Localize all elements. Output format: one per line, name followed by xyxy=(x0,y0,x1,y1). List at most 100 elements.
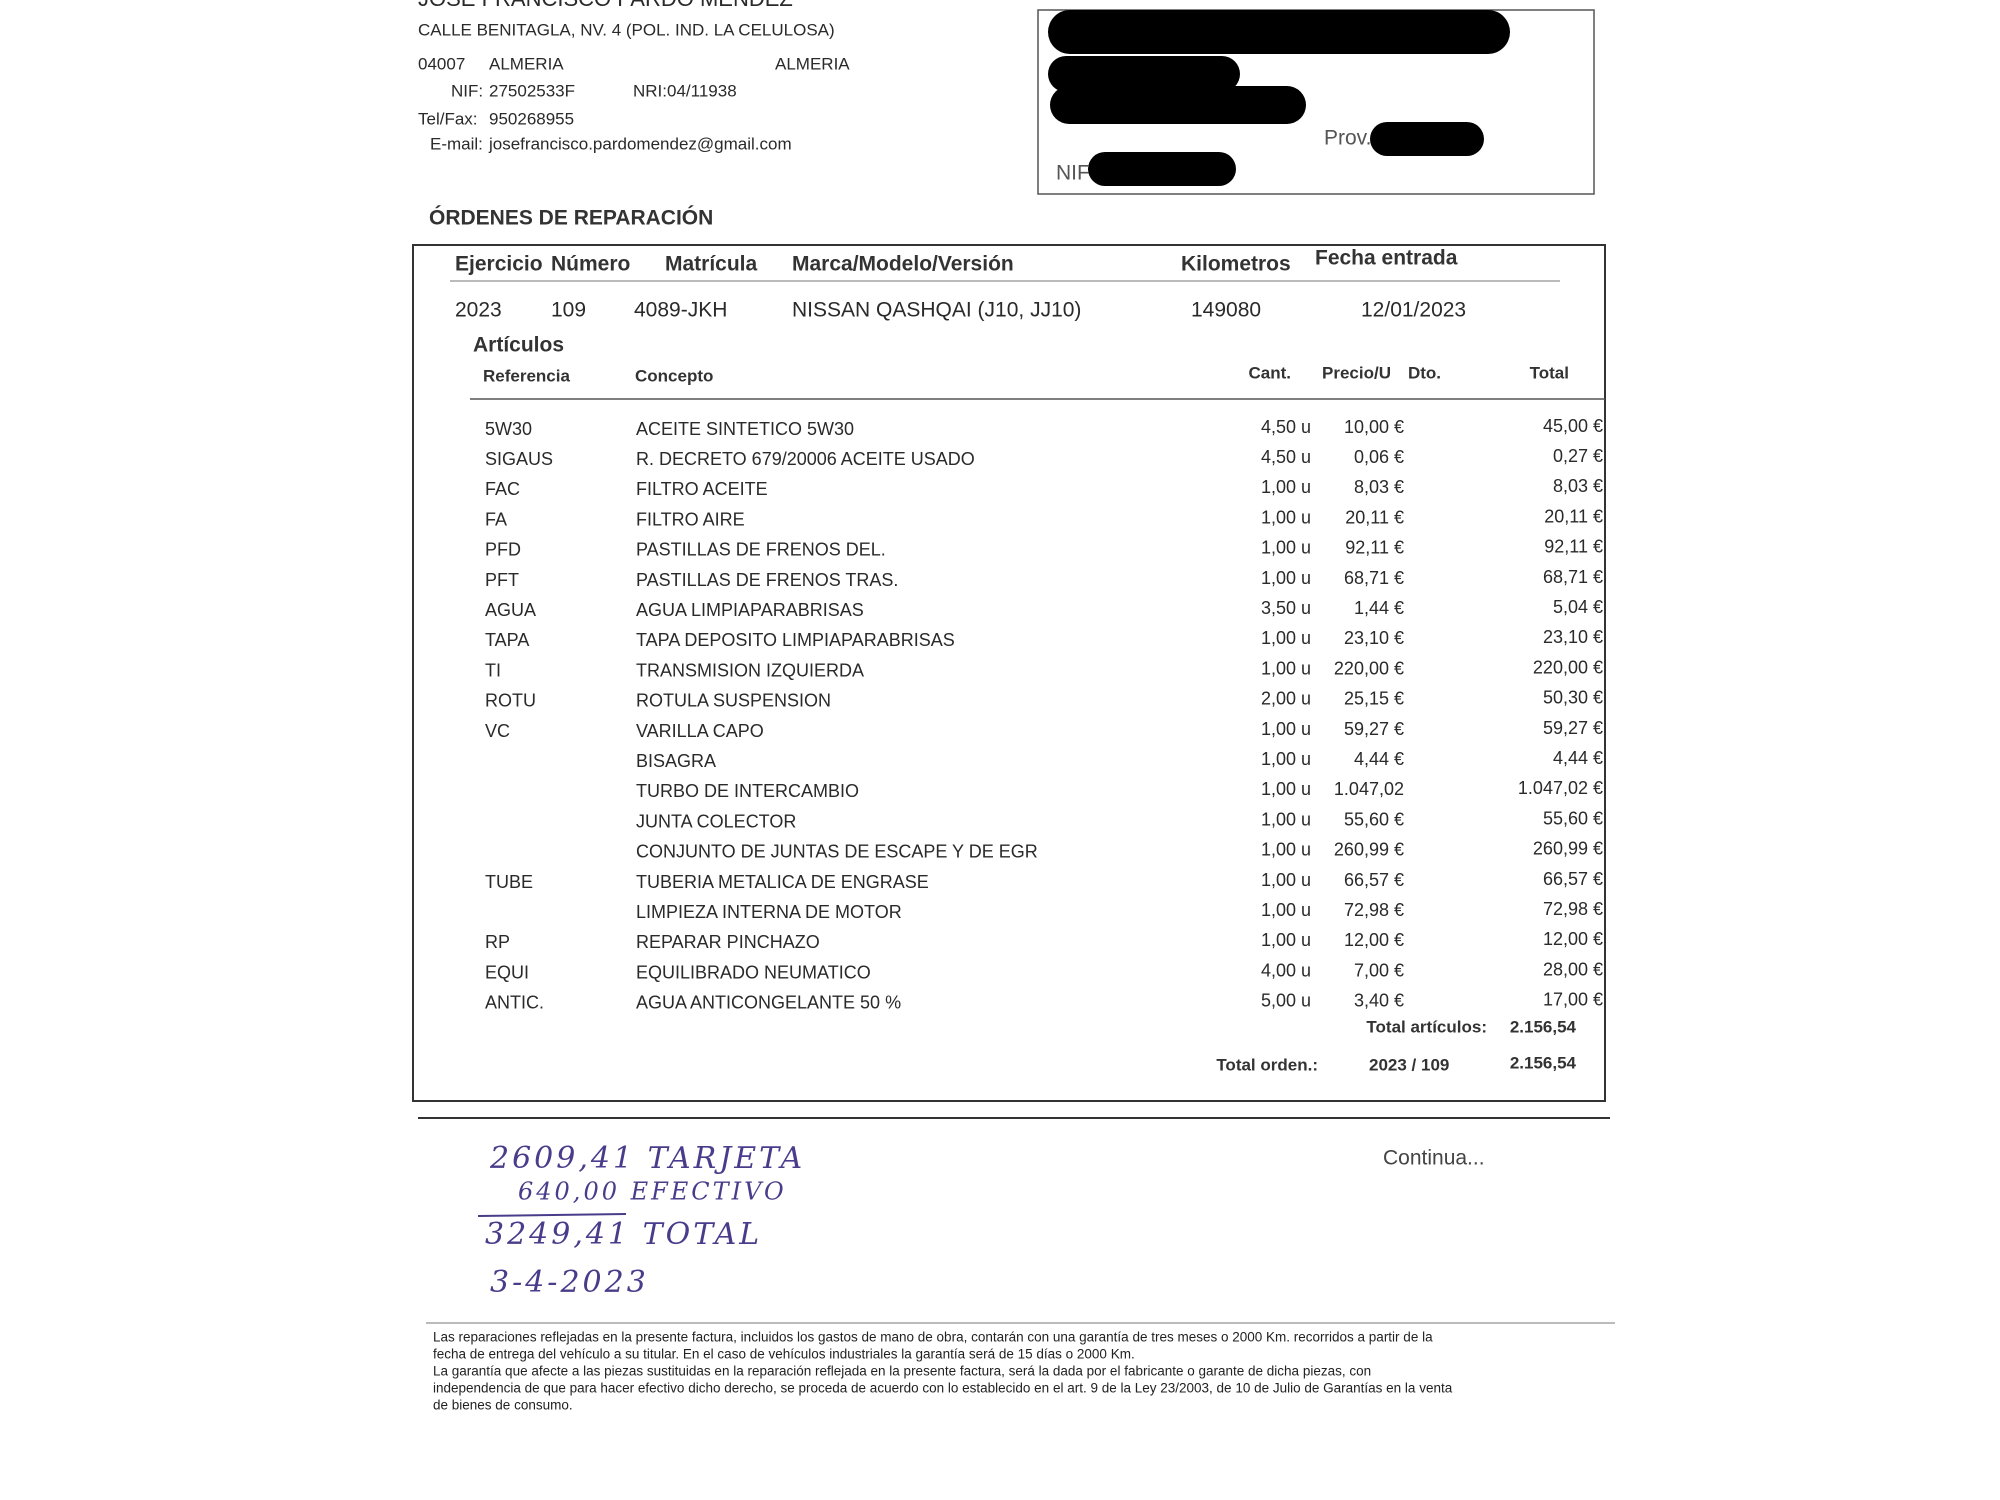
reference: PFT xyxy=(485,570,519,590)
column-header: Dto. xyxy=(1408,363,1441,382)
unit-price: 3,40 € xyxy=(1354,991,1404,1011)
footer-text: fecha de entrega del vehículo a su titul… xyxy=(433,1347,1135,1362)
concept: AGUA LIMPIAPARABRISAS xyxy=(636,600,864,620)
order-header: Fecha entrada xyxy=(1315,247,1458,270)
nif-label: NIF xyxy=(1056,162,1090,185)
footer-text: independencia de que para hacer efectivo… xyxy=(433,1381,1453,1396)
line-total: 23,10 € xyxy=(1543,627,1603,647)
line-total: 1.047,02 € xyxy=(1518,778,1603,798)
column-header: Cant. xyxy=(1249,363,1292,382)
concept: AGUA ANTICONGELANTE 50 % xyxy=(636,993,901,1013)
email: josefrancisco.pardomendez@gmail.com xyxy=(488,134,792,153)
redaction xyxy=(1050,86,1306,124)
reference: ROTU xyxy=(485,691,536,711)
concept: PASTILLAS DE FRENOS DEL. xyxy=(636,540,886,560)
concept: VARILLA CAPO xyxy=(636,721,764,741)
line-total: 28,00 € xyxy=(1543,959,1603,979)
unit-price: 7,00 € xyxy=(1354,960,1404,980)
column-header: Precio/U xyxy=(1322,363,1391,382)
quantity: 1,00 u xyxy=(1261,749,1311,769)
reference: TI xyxy=(485,660,501,680)
unit-price: 66,57 € xyxy=(1344,870,1404,890)
quantity: 5,00 u xyxy=(1261,991,1311,1011)
order-value: 109 xyxy=(551,299,586,322)
reference: 5W30 xyxy=(485,419,532,439)
city: ALMERIA xyxy=(489,54,564,73)
nif: 27502533F xyxy=(489,81,575,100)
footer-text: Las reparaciones reflejadas en la presen… xyxy=(433,1330,1433,1345)
address: CALLE BENITAGLA, NV. 4 (POL. IND. LA CEL… xyxy=(418,20,835,39)
redaction xyxy=(1048,10,1510,54)
email-label: E-mail: xyxy=(430,134,483,153)
unit-price: 59,27 € xyxy=(1344,719,1404,739)
line-total: 0,27 € xyxy=(1553,446,1603,466)
tel-label: Tel/Fax: xyxy=(418,109,478,128)
redaction xyxy=(1088,152,1236,186)
quantity: 1,00 u xyxy=(1261,930,1311,950)
reference: FAC xyxy=(485,479,520,499)
section-title: ÓRDENES DE REPARACIÓN xyxy=(429,206,713,230)
line-total: 260,99 € xyxy=(1533,839,1603,859)
unit-price: 1.047,02 xyxy=(1334,779,1404,799)
quantity: 1,00 u xyxy=(1261,870,1311,890)
quantity: 1,00 u xyxy=(1261,568,1311,588)
line-total: 20,11 € xyxy=(1544,506,1603,526)
concept: LIMPIEZA INTERNA DE MOTOR xyxy=(636,902,902,922)
concept: ROTULA SUSPENSION xyxy=(636,691,831,711)
concept: FILTRO ACEITE xyxy=(636,479,768,499)
nif-label: NIF: xyxy=(451,81,483,100)
line-total: 4,44 € xyxy=(1553,748,1603,768)
reference: TAPA xyxy=(485,630,529,650)
unit-price: 4,44 € xyxy=(1354,749,1404,769)
concept: EQUILIBRADO NEUMATICO xyxy=(636,962,871,982)
total-label: Total artículos: xyxy=(1366,1017,1487,1036)
total-value: 2.156,54 xyxy=(1510,1017,1577,1036)
footer-text: La garantía que afecte a las piezas sust… xyxy=(433,1364,1371,1379)
concept: ACEITE SINTETICO 5W30 xyxy=(636,419,854,439)
quantity: 1,00 u xyxy=(1261,840,1311,860)
order-value: 12/01/2023 xyxy=(1361,299,1466,322)
concept: BISAGRA xyxy=(636,751,716,771)
quantity: 1,00 u xyxy=(1261,809,1311,829)
unit-price: 8,03 € xyxy=(1354,477,1404,497)
line-total: 12,00 € xyxy=(1543,929,1603,949)
order-header: Número xyxy=(551,253,630,276)
unit-price: 220,00 € xyxy=(1334,658,1404,678)
unit-price: 1,44 € xyxy=(1354,598,1404,618)
unit-price: 68,71 € xyxy=(1344,568,1404,588)
unit-price: 23,10 € xyxy=(1344,628,1404,648)
reference: RP xyxy=(485,932,510,952)
quantity: 1,00 u xyxy=(1261,628,1311,648)
reference: TUBE xyxy=(485,872,533,892)
unit-price: 92,11 € xyxy=(1345,538,1404,558)
line-total: 8,03 € xyxy=(1553,476,1603,496)
column-header: Total xyxy=(1530,363,1569,382)
order-header: Kilometros xyxy=(1181,253,1291,276)
order-value: 2023 xyxy=(455,299,502,322)
unit-price: 12,00 € xyxy=(1344,930,1404,950)
line-total: 45,00 € xyxy=(1543,416,1603,436)
order-value: 4089-JKH xyxy=(634,299,727,322)
column-header: Referencia xyxy=(483,366,570,385)
reference: VC xyxy=(485,721,510,741)
concept: PASTILLAS DE FRENOS TRAS. xyxy=(636,570,898,590)
line-total: 17,00 € xyxy=(1543,990,1603,1010)
prov-label: Prov. xyxy=(1324,127,1371,150)
order-total-value: 2.156,54 xyxy=(1510,1053,1577,1072)
line-total: 92,11 € xyxy=(1544,537,1603,557)
order-header: Ejercicio xyxy=(455,253,543,276)
reference: SIGAUS xyxy=(485,449,553,469)
continues: Continua... xyxy=(1383,1147,1485,1170)
line-total: 55,60 € xyxy=(1543,808,1603,828)
quantity: 1,00 u xyxy=(1261,538,1311,558)
quantity: 1,00 u xyxy=(1261,507,1311,527)
concept: REPARAR PINCHAZO xyxy=(636,932,820,952)
handwritten-note: 3-4-2023 xyxy=(490,1265,649,1300)
quantity: 1,00 u xyxy=(1261,779,1311,799)
company-name: JOSE FRANCISCO PARDO MENDEZ xyxy=(418,0,793,11)
concept: TAPA DEPOSITO LIMPIAPARABRISAS xyxy=(636,630,955,650)
postal-code: 04007 xyxy=(418,54,465,73)
unit-price: 10,00 € xyxy=(1344,417,1404,437)
reference: AGUA xyxy=(485,600,536,620)
